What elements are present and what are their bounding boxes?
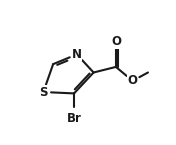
- Text: O: O: [128, 74, 138, 87]
- Text: O: O: [111, 35, 121, 48]
- Text: N: N: [72, 48, 82, 61]
- Text: Br: Br: [67, 112, 81, 125]
- Text: S: S: [39, 86, 48, 98]
